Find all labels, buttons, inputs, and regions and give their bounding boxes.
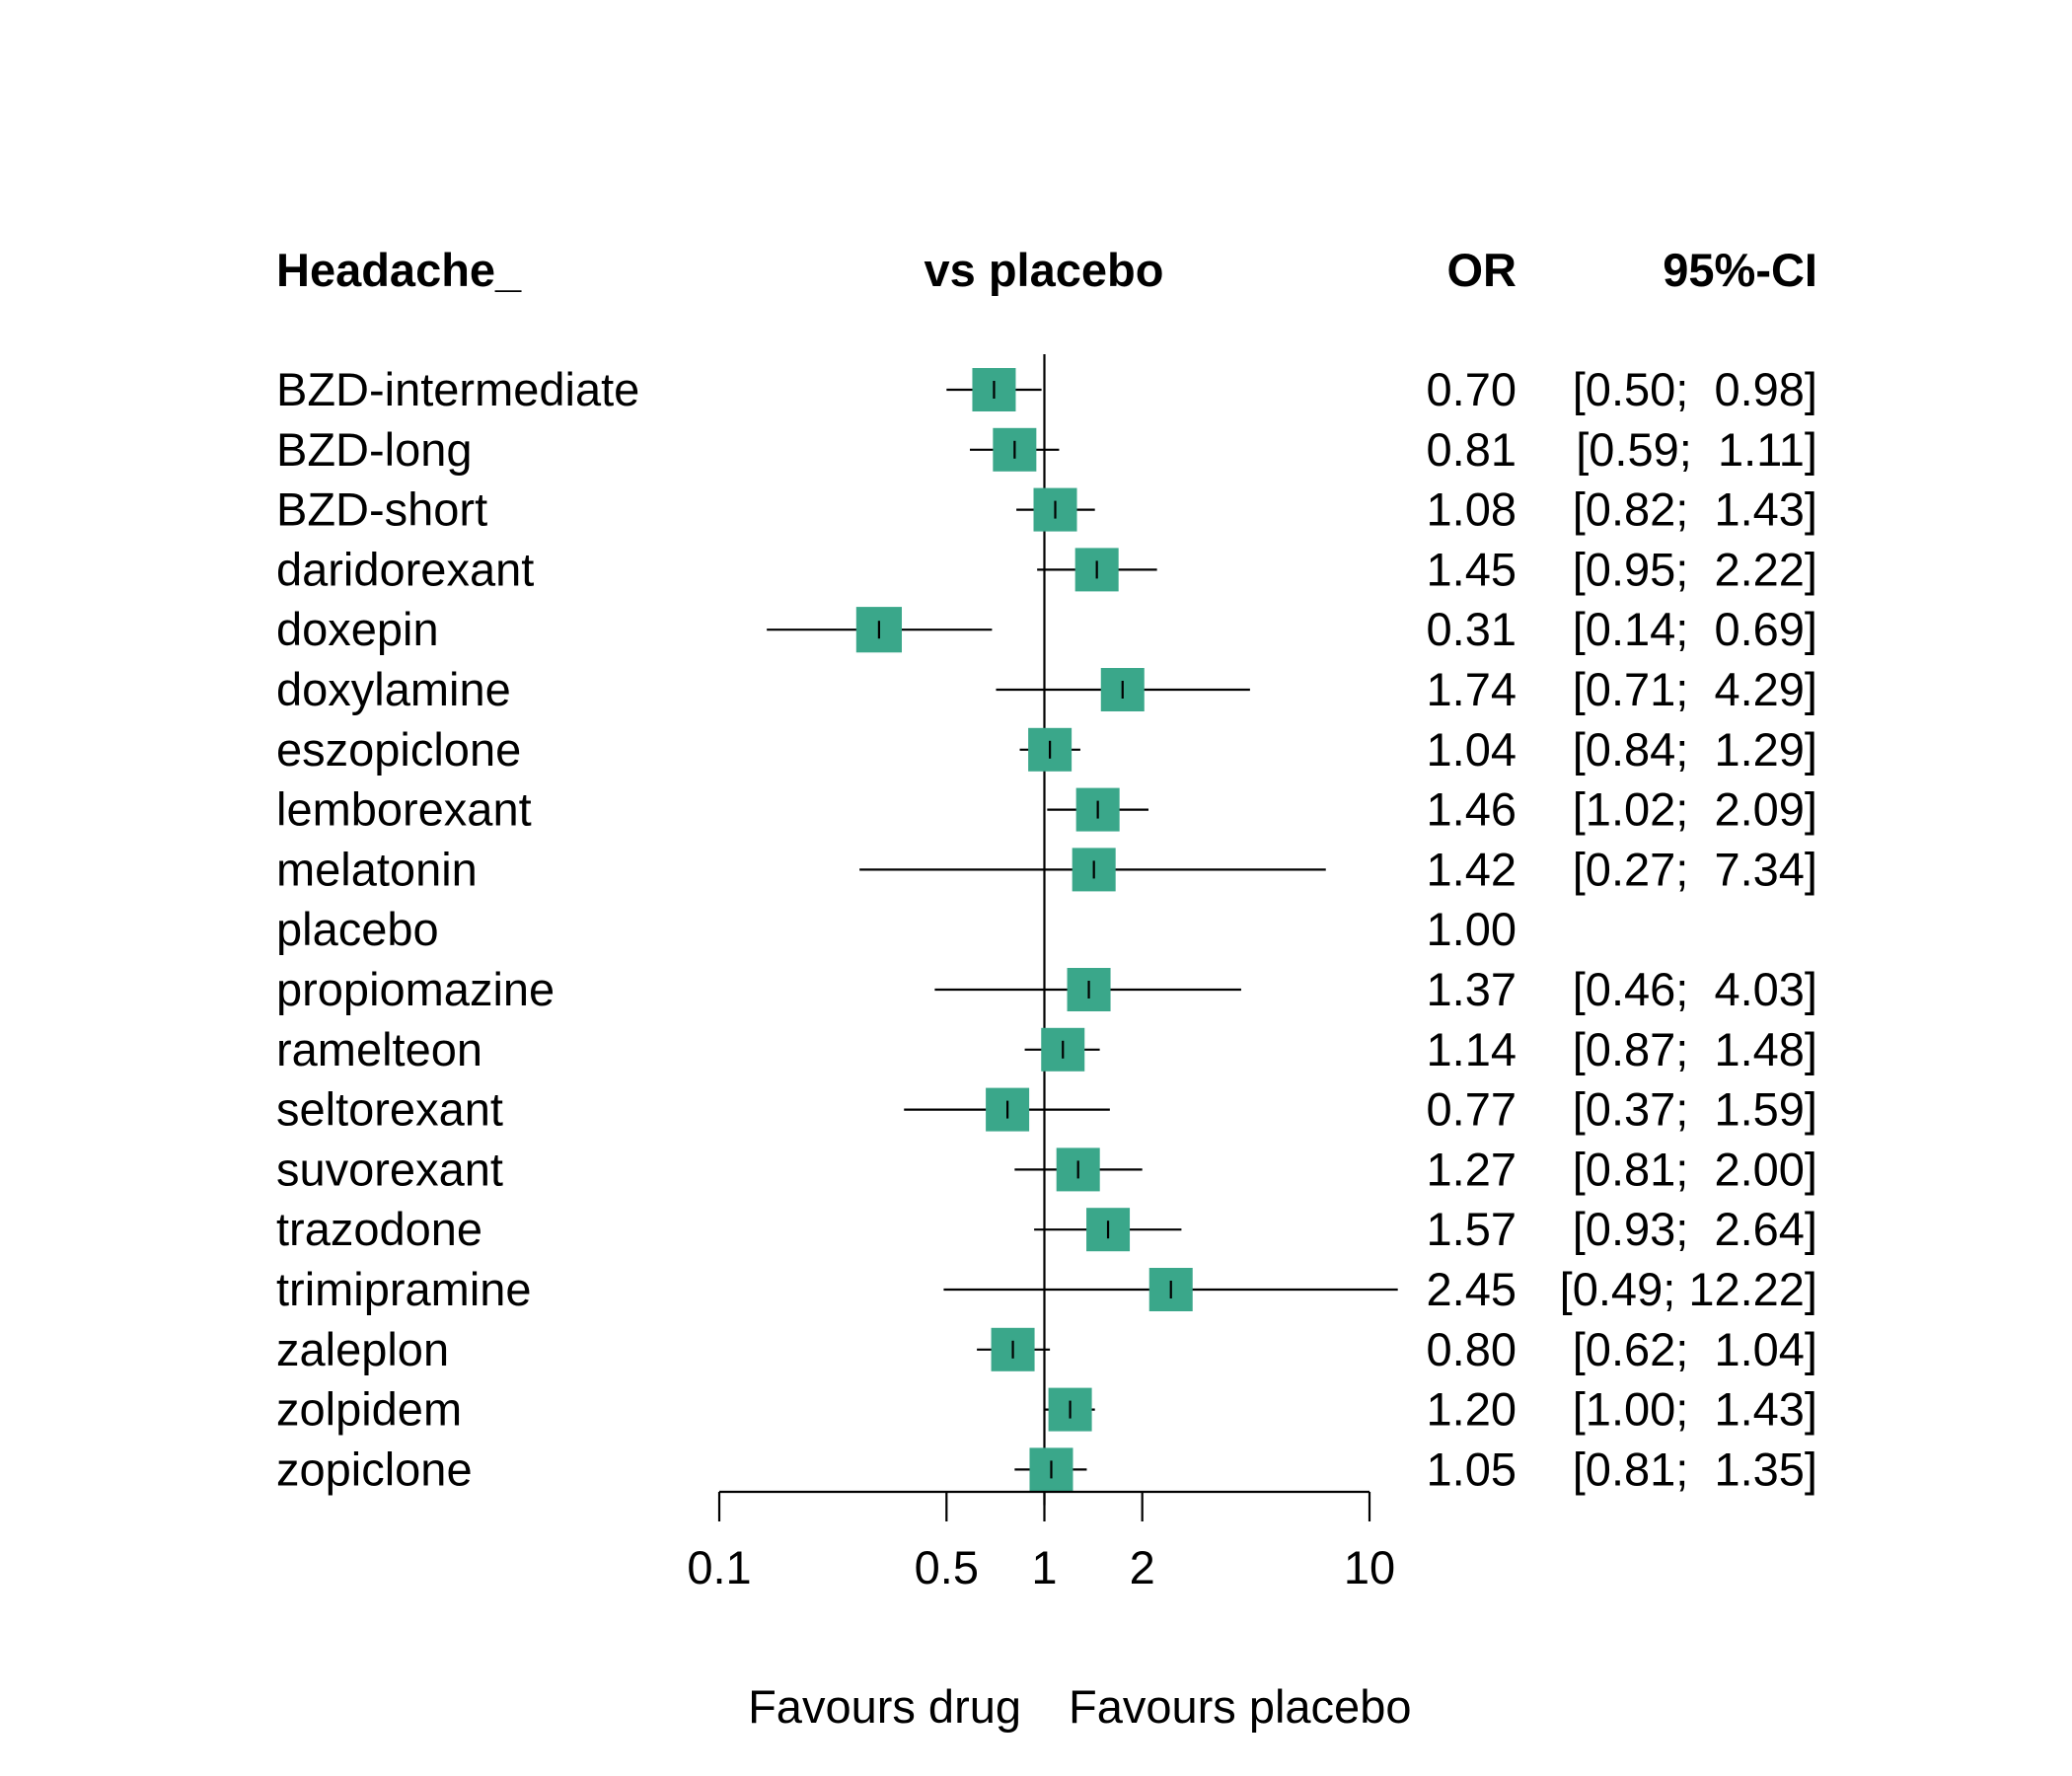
- forest-row: propiomazine 1.37 [0.46; 4.03]: [276, 963, 1817, 1015]
- header: Headache_ vs placebo OR 95%-CI: [276, 244, 1817, 296]
- rows: BZD-intermediate 0.70 [0.50; 0.98] BZD-long…: [276, 354, 1817, 1506]
- forest-row: trimipramine 2.45 [0.49; 12.22]: [276, 1263, 1817, 1315]
- or-value: 1.57: [1427, 1203, 1517, 1255]
- row-label: ramelteon: [276, 1023, 482, 1075]
- row-label: propiomazine: [276, 963, 555, 1015]
- forest-row: zopiclone 1.05 [0.81; 1.35]: [276, 1443, 1817, 1495]
- ci-value: [0.50; 0.98]: [1573, 363, 1817, 415]
- row-label: suvorexant: [276, 1143, 503, 1195]
- row-label: trimipramine: [276, 1263, 532, 1315]
- ci-value: [0.84; 1.29]: [1573, 723, 1817, 776]
- ci-value: [0.81; 2.00]: [1573, 1143, 1817, 1195]
- row-label: placebo: [276, 903, 439, 955]
- or-value: 0.31: [1427, 603, 1517, 655]
- favours-labels: Favours drug Favours placebo: [748, 1680, 1411, 1733]
- or-value: 1.04: [1427, 723, 1517, 776]
- header-estimate: OR: [1447, 244, 1517, 296]
- axis-tick-label: 10: [1344, 1541, 1395, 1593]
- forest-row: zolpidem 1.20 [1.00; 1.43]: [276, 1383, 1817, 1436]
- ci-value: [0.27; 7.34]: [1573, 843, 1817, 895]
- ci-value: [1.02; 2.09]: [1573, 783, 1817, 836]
- row-label: doxylamine: [276, 663, 511, 715]
- or-value: 1.74: [1427, 663, 1517, 715]
- row-label: zaleplon: [276, 1323, 449, 1375]
- or-value: 1.05: [1427, 1443, 1517, 1495]
- or-value: 1.42: [1427, 843, 1517, 895]
- forest-row: placebo 1.00: [276, 903, 1517, 955]
- row-label: BZD-long: [276, 423, 473, 476]
- forest-row: daridorexant 1.45 [0.95; 2.22]: [276, 543, 1817, 595]
- ci-value: [0.71; 4.29]: [1573, 663, 1817, 715]
- ci-value: [0.62; 1.04]: [1573, 1323, 1817, 1375]
- row-label: seltorexant: [276, 1083, 503, 1136]
- forest-row: BZD-short 1.08 [0.82; 1.43]: [276, 483, 1817, 536]
- row-label: lemborexant: [276, 783, 532, 836]
- or-value: 0.77: [1427, 1083, 1517, 1136]
- ci-value: [0.81; 1.35]: [1573, 1443, 1817, 1495]
- or-value: 1.27: [1427, 1143, 1517, 1195]
- ci-value: [1.00; 1.43]: [1573, 1383, 1817, 1436]
- ci-value: [0.37; 1.59]: [1573, 1083, 1817, 1136]
- forest-row: eszopiclone 1.04 [0.84; 1.29]: [276, 723, 1817, 776]
- row-label: trazodone: [276, 1203, 482, 1255]
- favours-right-label: Favours placebo: [1069, 1680, 1411, 1733]
- forest-row: lemborexant 1.46 [1.02; 2.09]: [276, 783, 1817, 836]
- row-label: BZD-intermediate: [276, 363, 639, 415]
- ci-value: [0.87; 1.48]: [1573, 1023, 1817, 1075]
- forest-row: trazodone 1.57 [0.93; 2.64]: [276, 1203, 1817, 1255]
- row-label: zolpidem: [276, 1383, 462, 1436]
- row-label: doxepin: [276, 603, 439, 655]
- or-value: 1.20: [1427, 1383, 1517, 1436]
- or-value: 1.08: [1427, 483, 1517, 536]
- ci-value: [0.14; 0.69]: [1573, 603, 1817, 655]
- or-value: 1.46: [1427, 783, 1517, 836]
- forest-row: suvorexant 1.27 [0.81; 2.00]: [276, 1143, 1817, 1195]
- favours-left-label: Favours drug: [748, 1680, 1021, 1733]
- forest-row: zaleplon 0.80 [0.62; 1.04]: [276, 1323, 1817, 1375]
- ci-value: [0.49; 12.22]: [1560, 1263, 1817, 1315]
- forest-row: doxepin 0.31 [0.14; 0.69]: [276, 603, 1817, 655]
- header-outcome: Headache_: [276, 244, 522, 296]
- ci-value: [0.95; 2.22]: [1573, 543, 1817, 595]
- or-value: 1.14: [1427, 1023, 1517, 1075]
- axis-tick-label: 2: [1130, 1541, 1155, 1593]
- forest-row: seltorexant 0.77 [0.37; 1.59]: [276, 1083, 1817, 1136]
- row-label: melatonin: [276, 843, 478, 895]
- x-axis: 0.1 0.5 1 2 10: [687, 1490, 1395, 1593]
- forest-row: BZD-intermediate 0.70 [0.50; 0.98]: [276, 363, 1817, 415]
- forest-row: BZD-long 0.81 [0.59; 1.11]: [276, 423, 1817, 476]
- or-value: 2.45: [1427, 1263, 1517, 1315]
- axis-tick-label: 1: [1031, 1541, 1057, 1593]
- row-label: BZD-short: [276, 483, 487, 536]
- or-value: 0.81: [1427, 423, 1517, 476]
- row-label: zopiclone: [276, 1443, 473, 1495]
- ci-value: [0.93; 2.64]: [1573, 1203, 1817, 1255]
- or-value: 1.00: [1427, 903, 1517, 955]
- header-comparison: vs placebo: [925, 244, 1164, 296]
- ci-value: [0.59; 1.11]: [1576, 423, 1817, 476]
- forest-row: melatonin 1.42 [0.27; 7.34]: [276, 843, 1817, 895]
- or-value: 0.80: [1427, 1323, 1517, 1375]
- header-ci: 95%-CI: [1663, 244, 1817, 296]
- forest-row: ramelteon 1.14 [0.87; 1.48]: [276, 1023, 1817, 1075]
- axis-tick-label: 0.1: [687, 1541, 751, 1593]
- forest-row: doxylamine 1.74 [0.71; 4.29]: [276, 663, 1817, 715]
- row-label: daridorexant: [276, 543, 534, 595]
- or-value: 0.70: [1427, 363, 1517, 415]
- axis-tick-label: 0.5: [915, 1541, 979, 1593]
- or-value: 1.37: [1427, 963, 1517, 1015]
- ci-value: [0.82; 1.43]: [1573, 483, 1817, 536]
- or-value: 1.45: [1427, 543, 1517, 595]
- row-label: eszopiclone: [276, 723, 521, 776]
- ci-value: [0.46; 4.03]: [1573, 963, 1817, 1015]
